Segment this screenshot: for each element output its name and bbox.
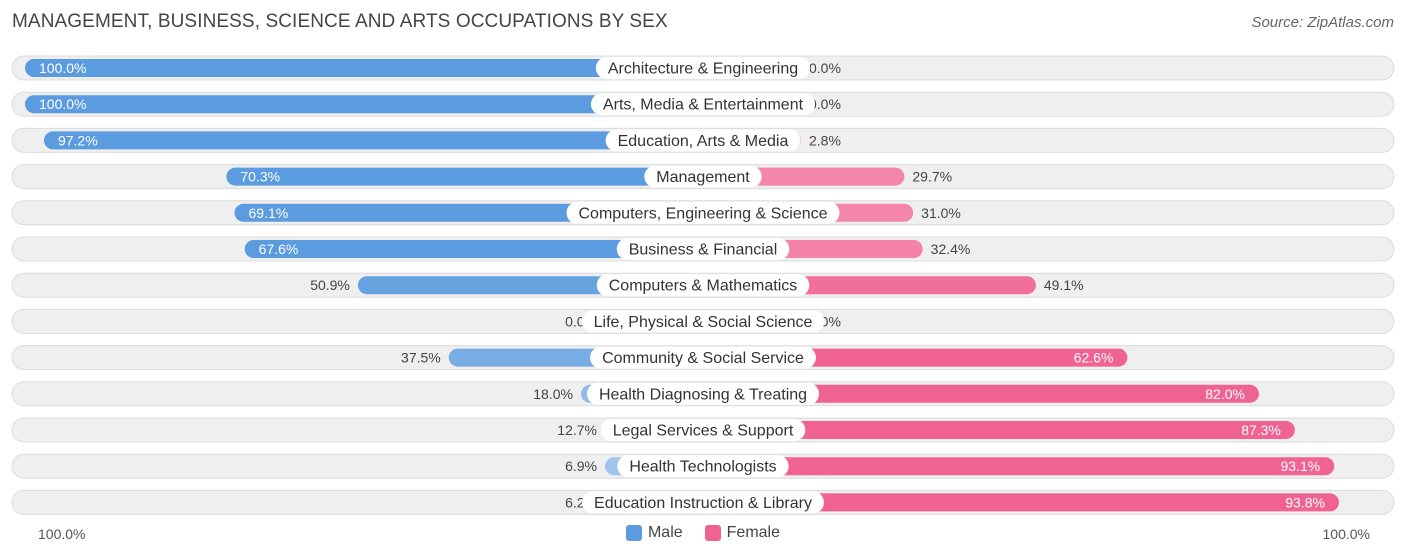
value-label-male: 100.0%	[39, 60, 86, 76]
category-label: Arts, Media & Entertainment	[603, 97, 804, 114]
bar-male[interactable]	[226, 167, 703, 186]
bar-female[interactable]	[703, 384, 1259, 403]
category-pill	[596, 274, 810, 297]
chart-title: MANAGEMENT, BUSINESS, SCIENCE AND ARTS O…	[12, 11, 668, 32]
value-label-female: 31.0%	[921, 205, 961, 221]
category-pill	[616, 238, 790, 260]
category-pill	[581, 310, 825, 333]
category-pill	[605, 129, 801, 152]
bar-male[interactable]	[25, 59, 703, 77]
legend-label-male: Male	[647, 524, 683, 541]
category-label: Management	[656, 169, 750, 186]
category-label: Education, Arts & Media	[618, 133, 789, 150]
chart-area: 100.0% 0.0% Architecture & Engineering 100.…	[11, 55, 1395, 515]
value-label-female: 0.0%	[809, 60, 841, 76]
legend-swatch-female	[704, 525, 721, 541]
axis-left-label: 100.0%	[38, 526, 86, 542]
value-label-female: 62.6%	[1074, 350, 1114, 366]
bar-female[interactable]	[703, 457, 1335, 476]
value-label-male: 100.0%	[39, 96, 86, 112]
value-label-female: 0.0%	[809, 96, 841, 112]
value-label-female: 49.1%	[1044, 277, 1084, 293]
category-label: Computers & Mathematics	[609, 278, 798, 295]
category-pill	[617, 455, 789, 478]
legend-item-male[interactable]: Male	[625, 524, 683, 542]
category-pill	[644, 165, 762, 188]
category-pill	[590, 346, 816, 369]
category-pill	[566, 201, 840, 224]
value-label-male: 97.2%	[58, 132, 98, 148]
category-pill	[586, 382, 820, 405]
legend-label-female: Female	[726, 524, 781, 541]
bar-male[interactable]	[244, 240, 703, 258]
value-label-male: 69.1%	[249, 205, 289, 221]
value-label-female: 32.4%	[931, 241, 971, 257]
category-pill	[590, 93, 816, 116]
legend: Male Female	[0, 524, 1406, 542]
source-label: Source: ZipAtlas.com	[1251, 14, 1394, 31]
value-label-male: 12.7%	[557, 422, 597, 438]
value-label-male: 6.9%	[565, 458, 597, 474]
category-label: Education Instruction & Library	[594, 495, 812, 512]
category-label: Community & Social Service	[602, 350, 804, 367]
category-label: Business & Financial	[629, 242, 778, 259]
category-label: Computers, Engineering & Science	[578, 205, 827, 222]
legend-item-female[interactable]: Female	[704, 524, 781, 542]
category-label: Health Technologists	[629, 459, 776, 476]
value-label-female: 29.7%	[912, 169, 952, 185]
legend-swatch-male	[625, 525, 642, 541]
value-label-male: 37.5%	[401, 350, 441, 366]
bar-female[interactable]	[703, 421, 1295, 439]
category-pill	[595, 57, 811, 79]
category-label: Health Diagnosing & Treating	[599, 386, 807, 403]
value-label-female: 82.0%	[1205, 386, 1245, 402]
category-pill	[582, 491, 824, 514]
category-label: Legal Services & Support	[613, 423, 794, 440]
category-label: Architecture & Engineering	[608, 61, 798, 78]
category-pill	[600, 419, 806, 441]
value-label-male: 67.6%	[259, 241, 299, 257]
bar-female[interactable]	[703, 493, 1339, 512]
bar-male[interactable]	[25, 95, 703, 114]
value-label-female: 93.1%	[1281, 458, 1321, 474]
value-label-female: 87.3%	[1241, 422, 1281, 438]
value-label-female: 2.8%	[809, 132, 841, 148]
value-label-male: 70.3%	[240, 169, 280, 185]
bar-male[interactable]	[43, 131, 703, 150]
axis-right-label: 100.0%	[1322, 526, 1370, 542]
category-label: Life, Physical & Social Science	[594, 314, 813, 331]
value-label-male: 18.0%	[533, 386, 573, 402]
value-label-female: 93.8%	[1285, 494, 1325, 510]
value-label-male: 50.9%	[310, 277, 350, 293]
